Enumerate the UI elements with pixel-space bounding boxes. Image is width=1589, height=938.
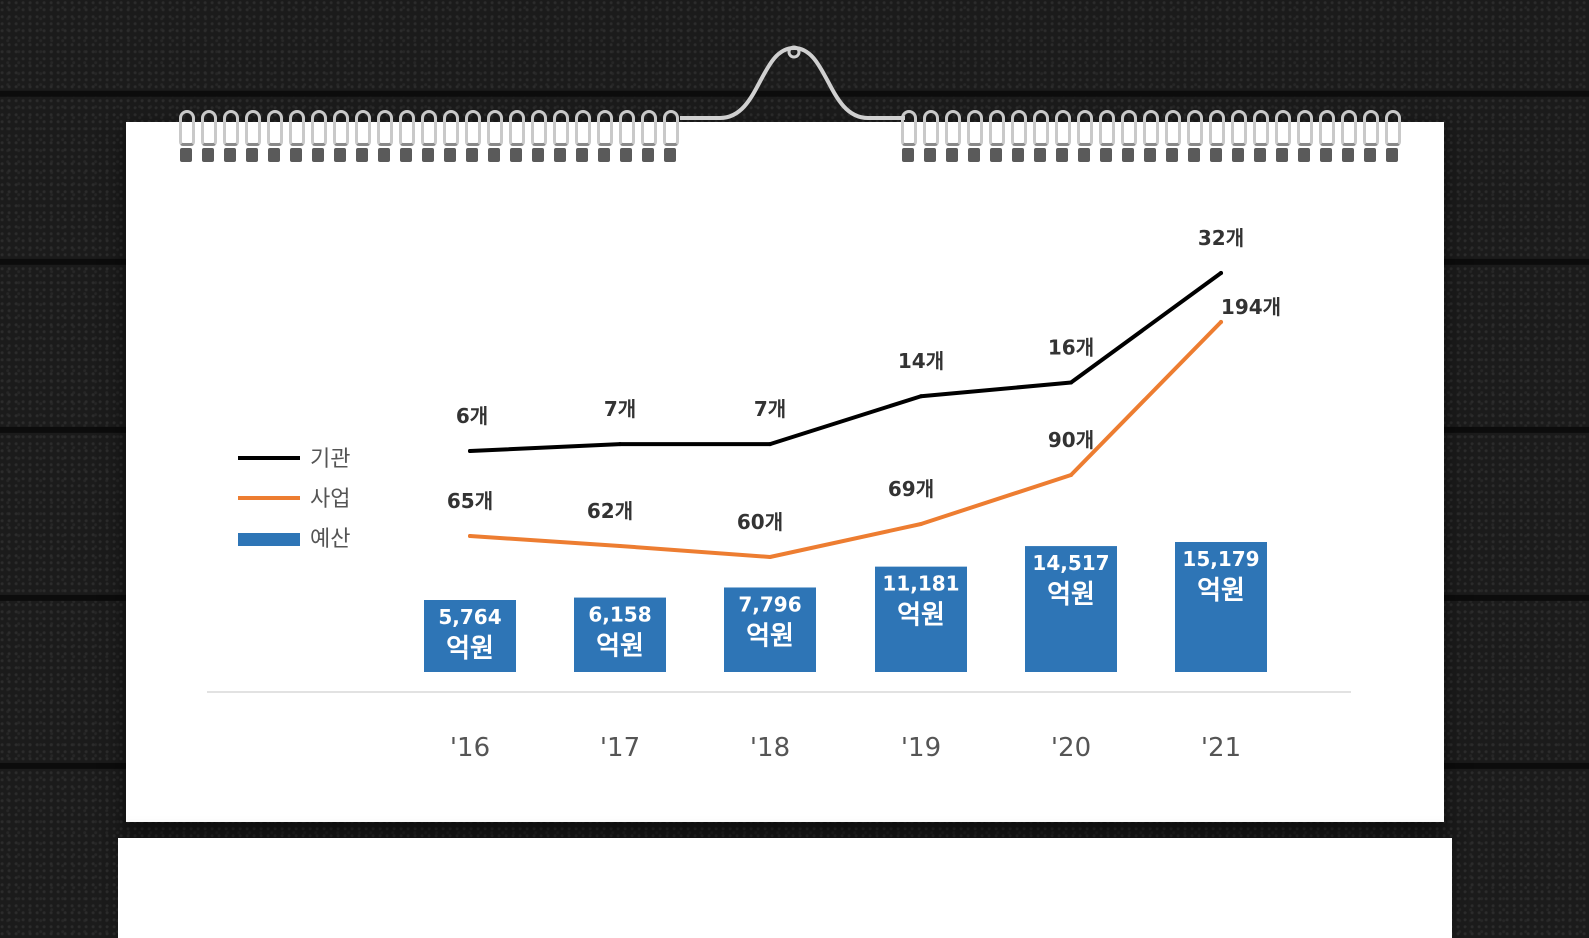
x-tick-label-3: '19 <box>901 733 941 763</box>
line-point-0-0 <box>468 449 472 453</box>
legend-label-0: 기관 <box>310 447 350 472</box>
line-point-1-3 <box>919 522 923 526</box>
bar-unit-label-0: 억원 <box>446 634 494 664</box>
calendar-page <box>126 122 1444 822</box>
legend-label-2: 예산 <box>310 527 350 552</box>
line-series-0 <box>468 271 1223 453</box>
x-tick-label-2: '18 <box>750 733 790 763</box>
bar-budget-5 <box>1175 542 1267 672</box>
hanger-wire <box>680 45 905 120</box>
line-label-1-2: 60개 <box>737 510 783 534</box>
line-point-0-1 <box>618 442 622 447</box>
line-label-1-0: 65개 <box>447 489 493 513</box>
bar-unit-label-3: 억원 <box>897 601 945 631</box>
line-point-1-5 <box>1219 320 1223 324</box>
bar-budget-1 <box>574 597 666 672</box>
x-tick-label-4: '20 <box>1051 733 1091 763</box>
line-label-0-1: 7개 <box>604 397 636 421</box>
spiral-binding-left <box>176 108 682 168</box>
bar-value-label-2: 7,796 <box>738 592 801 616</box>
line-point-1-2 <box>768 555 772 559</box>
bar-value-label-0: 5,764 <box>438 605 501 629</box>
bar-unit-label-1: 억원 <box>596 632 644 662</box>
legend: 기관 사업 예산 <box>238 447 350 552</box>
bar-unit-label-2: 억원 <box>746 621 794 651</box>
bar-value-label-4: 14,517 <box>1032 551 1109 575</box>
line-point-0-4 <box>1069 380 1073 385</box>
line-point-0-2 <box>768 442 772 447</box>
bar-value-label-5: 15,179 <box>1182 547 1259 571</box>
bar-budget-2 <box>724 587 816 672</box>
line-point-1-0 <box>468 534 472 538</box>
bar-budget-4 <box>1025 546 1117 672</box>
bar-unit-label-4: 억원 <box>1047 580 1095 610</box>
line-label-0-3: 14개 <box>898 349 944 373</box>
spiral-binding-right <box>898 108 1404 168</box>
x-tick-label-0: '16 <box>450 733 490 763</box>
line-point-0-3 <box>919 394 923 399</box>
x-tick-label-5: '21 <box>1201 733 1241 763</box>
line-label-1-4: 90개 <box>1048 428 1094 452</box>
line-label-1-3: 69개 <box>888 477 934 501</box>
legend-label-1: 사업 <box>310 487 350 512</box>
bar-budget-3 <box>875 566 967 672</box>
line-label-0-5: 32개 <box>1198 226 1244 250</box>
line-label-0-0: 6개 <box>456 404 488 428</box>
line-series-1 <box>468 320 1223 559</box>
bar-unit-label-5: 억원 <box>1197 576 1245 606</box>
calendar-lower-page <box>118 838 1452 938</box>
line-label-0-4: 16개 <box>1048 336 1094 360</box>
line-point-1-1 <box>618 544 622 548</box>
bar-budget-0 <box>424 600 516 672</box>
hanger-hook <box>787 45 801 59</box>
line-label-1-1: 62개 <box>587 499 633 523</box>
legend-swatch-2 <box>238 533 300 546</box>
bar-value-label-1: 6,158 <box>588 603 651 627</box>
line-label-0-2: 7개 <box>754 397 786 421</box>
line-point-1-4 <box>1069 473 1073 477</box>
bar-value-label-3: 11,181 <box>882 572 959 596</box>
x-tick-label-1: '17 <box>600 733 640 763</box>
line-label-1-5: 194개 <box>1221 295 1281 319</box>
line-point-0-5 <box>1219 271 1223 275</box>
